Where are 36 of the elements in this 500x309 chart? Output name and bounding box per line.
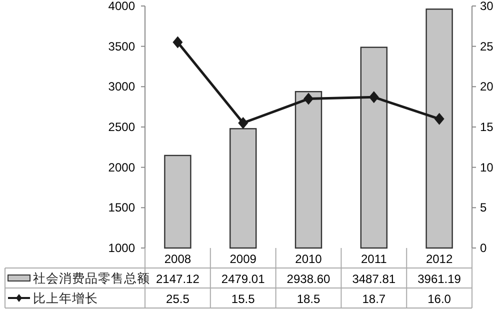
y-tick-label: 3000 (108, 80, 136, 94)
legend-label: 比上年增长 (33, 292, 98, 306)
y2-tick-label: 30 (480, 0, 494, 13)
y2-tick-label: 5 (480, 200, 487, 215)
y-tick-label: 1000 (108, 241, 136, 255)
point (368, 91, 379, 104)
point (172, 36, 183, 48)
x-tick-label: 2010 (295, 252, 322, 266)
y2-tick-label: 25 (480, 39, 494, 54)
data-label: 25.5 (166, 292, 190, 306)
data-label: 18.7 (362, 292, 386, 306)
point (238, 116, 248, 129)
x-tick-label: 2009 (230, 252, 257, 266)
data-label: 18.5 (296, 292, 320, 306)
legend-label: 社会消费品零售总额 (33, 272, 150, 286)
y-tick-label: 3500 (108, 39, 136, 54)
y2-tick-label: 15 (480, 120, 494, 134)
y-tick-label: 2000 (108, 160, 136, 174)
y-tick-label: 1500 (108, 200, 136, 215)
data-label: 15.5 (231, 292, 256, 306)
data-label: 16.0 (428, 292, 452, 306)
y2-tick-label: 10 (480, 160, 494, 174)
y-tick-label: 2500 (108, 120, 136, 134)
x-tick-label: 2011 (360, 252, 388, 266)
data-label: 3961.19 (418, 272, 462, 286)
x-tick-label: 2008 (164, 252, 192, 266)
point (304, 92, 314, 105)
data-label: 2147.12 (156, 272, 200, 286)
data-label: 3487.81 (352, 272, 396, 286)
point (434, 112, 444, 125)
data-label: 2479.01 (221, 272, 266, 286)
data-label: 2938.60 (286, 272, 331, 286)
y2-tick-label: 20 (480, 80, 494, 94)
x-tick-label: 2012 (426, 252, 453, 266)
y2-tick-label: 0 (480, 241, 487, 255)
y-tick-label: 4000 (108, 0, 136, 13)
